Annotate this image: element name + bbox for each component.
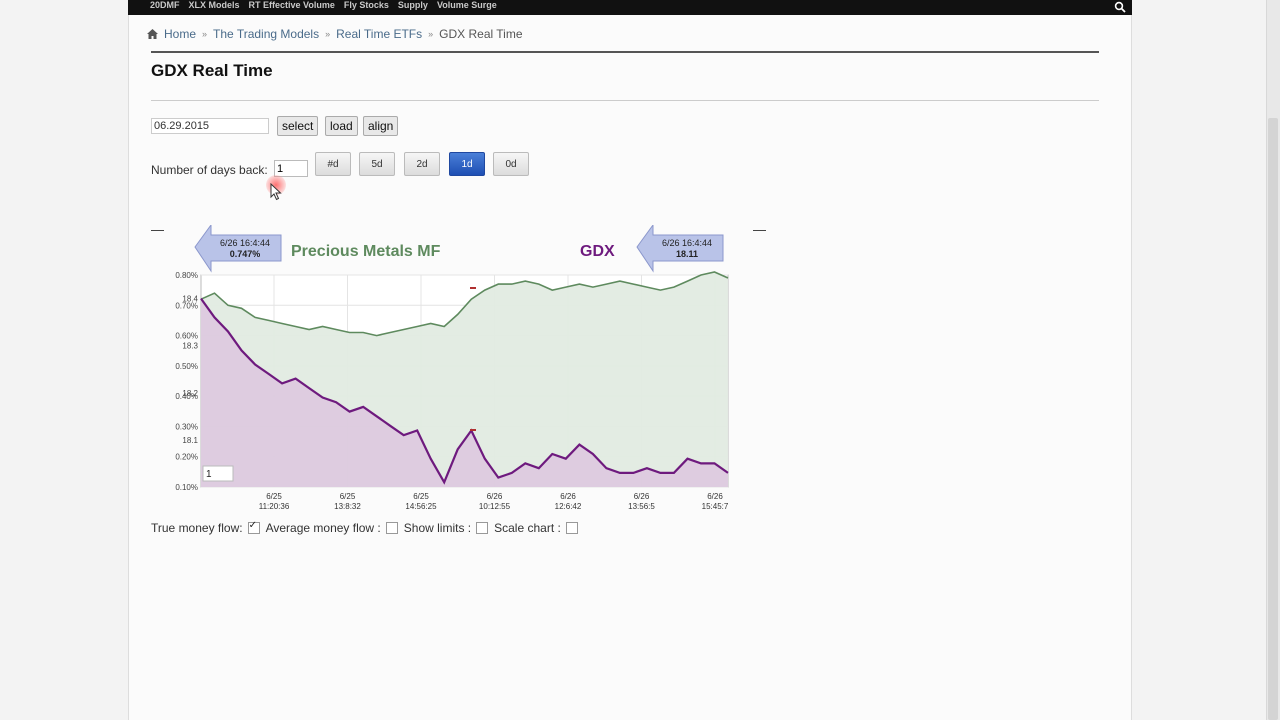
left-axis-ticks: 0.80% 0.70% 0.60% 0.50% 0.40% 0.30% 0.20% 0.10% — [175, 271, 198, 492]
gdx-series-area — [201, 298, 728, 487]
price-axis-tick-label: 18.1 — [182, 436, 198, 445]
left-axis-tick-label: 0.30% — [175, 422, 198, 431]
money-flow-chart: 0.80% 0.70% 0.60% 0.50% 0.40% 0.30% 0.20% 0.10%… — [175, 225, 729, 511]
pm-series-line — [200, 271, 729, 337]
right-callout-time: 6/26 16:4:44 — [662, 238, 712, 248]
nav-fly-stocks[interactable]: Fly Stocks — [343, 0, 389, 10]
section-divider — [151, 100, 1099, 101]
pm-series-title: Precious Metals MF — [291, 243, 441, 260]
show-limits-checkbox[interactable] — [476, 522, 489, 534]
x-axis-ticks: 6/2511:20:366/2513:8:326/2514:56:256/261… — [259, 492, 729, 511]
left-axis-tick-label: 0.50% — [175, 362, 198, 371]
left-axis-tick-label: 0.40% — [175, 392, 198, 401]
price-axis-tick-label: 18.2 — [182, 389, 198, 398]
days-button-1d[interactable]: 1d — [449, 152, 485, 176]
show-limits-label: Show limits : — [403, 521, 472, 535]
breadcrumb: Home » The Trading Models » Real Time ET… — [147, 27, 523, 41]
chart-value-input-text: 1 — [206, 469, 212, 480]
left-axis-tick-label: 0.70% — [175, 301, 198, 310]
home-icon[interactable] — [147, 29, 158, 39]
left-axis-tick-label: 0.80% — [175, 271, 198, 280]
x-axis-tick-date: 6/25 — [266, 492, 282, 501]
scrollbar-thumb[interactable] — [1268, 118, 1278, 720]
left-axis-tick-label: 0.60% — [175, 332, 198, 341]
chart-value-input[interactable] — [202, 465, 234, 482]
x-axis-tick-time: 13:56:5 — [628, 502, 655, 511]
days-button-2d[interactable]: 2d — [404, 152, 440, 176]
gdx-series-line — [200, 297, 729, 485]
right-margin — [1132, 0, 1280, 720]
chart-right-dash — [753, 230, 766, 231]
true-money-flow-label: True money flow: — [151, 521, 243, 535]
title-divider — [151, 51, 1099, 53]
top-nav-bar: 20DMF XLX Models RT Effective Volume Fly… — [128, 0, 1132, 15]
main-content: Home » The Trading Models » Real Time ET… — [128, 15, 1132, 720]
breadcrumb-separator-icon: » — [428, 29, 434, 39]
chart-left-dash — [151, 230, 164, 231]
gdx-series-title: GDX — [580, 243, 615, 260]
x-axis-tick-date: 6/26 — [560, 492, 576, 501]
pm-marker — [470, 287, 476, 289]
load-button[interactable]: load — [325, 116, 358, 136]
breadcrumb-separator-icon: » — [325, 29, 331, 39]
select-button[interactable]: select — [277, 116, 319, 136]
nav-20dmf[interactable]: 20DMF — [150, 0, 180, 10]
x-axis-tick-date: 6/25 — [413, 492, 429, 501]
average-money-flow-label: Average money flow : — [265, 521, 381, 535]
nav-xlx-models[interactable]: XLX Models — [188, 0, 240, 10]
x-axis-tick-date: 6/25 — [340, 492, 356, 501]
price-axis-tick-label: 18.3 — [182, 342, 198, 351]
breadcrumb-home[interactable]: Home — [164, 27, 197, 41]
align-button[interactable]: align — [363, 116, 399, 136]
date-input[interactable] — [151, 118, 269, 134]
right-callout-value: 18.11 — [676, 249, 698, 259]
price-axis-tick-label: 18.4 — [182, 295, 198, 304]
x-axis-tick-time: 11:20:36 — [259, 502, 290, 511]
breadcrumb-separator-icon: » — [202, 29, 208, 39]
left-callout: 6/26 16:4:44 0.747% — [194, 225, 282, 273]
average-money-flow-checkbox[interactable] — [385, 522, 398, 534]
search-icon[interactable] — [1114, 1, 1126, 13]
nav-rt-effective-volume[interactable]: RT Effective Volume — [248, 0, 335, 10]
right-callout: 6/26 16:4:44 18.11 — [636, 225, 724, 273]
page-title: GDX Real Time — [151, 61, 273, 80]
x-axis-tick-date: 6/26 — [634, 492, 650, 501]
breadcrumb-rt-etfs[interactable]: Real Time ETFs — [336, 27, 423, 41]
gdx-marker — [470, 429, 476, 431]
left-margin — [0, 0, 128, 720]
x-axis-tick-time: 13:8:32 — [334, 502, 361, 511]
scale-chart-label: Scale chart : — [494, 521, 561, 535]
left-callout-value: 0.747% — [230, 249, 261, 259]
breadcrumb-current: GDX Real Time — [439, 27, 523, 41]
x-axis-tick-time: 14:56:25 — [405, 502, 437, 511]
days-button-n[interactable]: #d — [315, 152, 351, 176]
breadcrumb-trading-models[interactable]: The Trading Models — [213, 27, 320, 41]
left-axis-tick-label: 0.20% — [175, 453, 198, 462]
price-axis-ticks: 18.4 18.3 18.2 18.1 — [182, 295, 198, 445]
chart-options: True money flow: Average money flow : Sh… — [151, 520, 581, 535]
x-axis-tick-date: 6/26 — [707, 492, 723, 501]
nav-supply[interactable]: Supply — [397, 0, 428, 10]
x-axis-tick-time: 15:45:7 — [702, 502, 729, 511]
left-callout-time: 6/26 16:4:44 — [220, 238, 270, 248]
days-back-input[interactable] — [274, 160, 308, 177]
days-button-0d[interactable]: 0d — [493, 152, 529, 176]
days-button-5d[interactable]: 5d — [359, 152, 395, 176]
nav-volume-surge[interactable]: Volume Surge — [436, 0, 497, 10]
days-back-label: Number of days back: — [151, 163, 268, 177]
scale-chart-checkbox[interactable] — [565, 522, 578, 534]
x-axis-tick-date: 6/26 — [487, 492, 503, 501]
mouse-pointer-icon — [270, 183, 282, 201]
left-axis-tick-label: 0.10% — [175, 483, 198, 492]
top-nav: 20DMF XLX Models RT Effective Volume Fly… — [150, 0, 497, 11]
x-axis-tick-time: 12:6:42 — [555, 502, 582, 511]
true-money-flow-checkbox[interactable] — [247, 520, 260, 534]
x-axis-tick-time: 10:12:55 — [479, 502, 511, 511]
